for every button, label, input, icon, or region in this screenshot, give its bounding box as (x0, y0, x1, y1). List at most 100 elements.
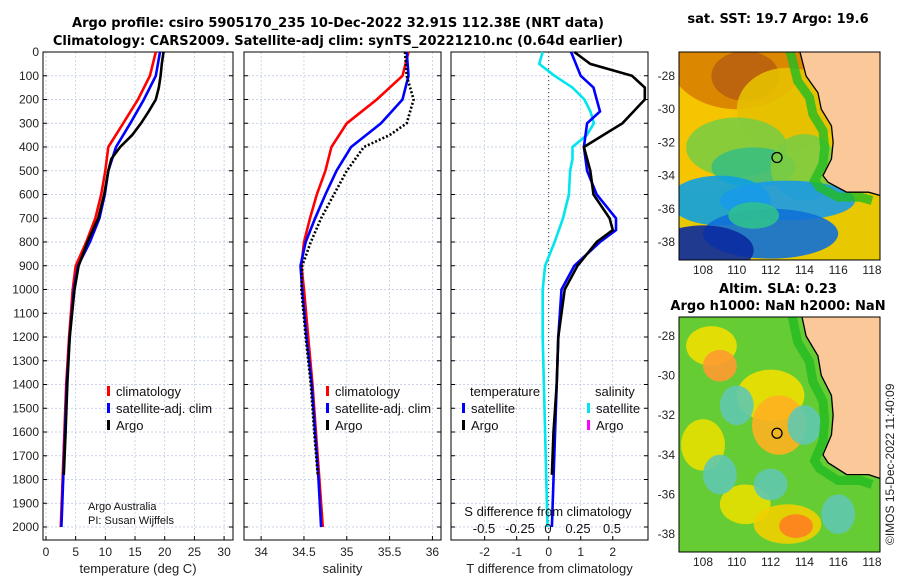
legend-label: satellite (596, 401, 640, 416)
map-field-patch (679, 225, 754, 260)
y-tick-label: 400 (19, 140, 39, 154)
legend-label: satellite-adj. clim (116, 401, 212, 416)
lon-tick-label: 118 (862, 263, 881, 277)
x-tick-label: 25 (188, 545, 202, 559)
lon-tick-label: 110 (727, 555, 746, 569)
x-tick-label: 0 (545, 545, 552, 559)
x-tick-label: 20 (158, 545, 172, 559)
map-image (679, 52, 880, 260)
lat-tick-label: -28 (658, 69, 676, 83)
sla-map: 108 110 112 114 116 118 -28 -30 -32 -34 -36 -38 Alti… (658, 282, 886, 569)
legend-label: Argo (471, 418, 498, 433)
legend-swatch (326, 403, 329, 413)
series-s-satellite (537, 51, 596, 528)
sst-map: 108 110 112 114 116 118 -28 -30 -32 -34 -36 -38 sat.… (658, 12, 882, 277)
x2-tick-label: 0.25 (565, 521, 590, 536)
argo-location-marker (771, 151, 783, 164)
map-field-patch (779, 514, 813, 538)
y-tick-label: 2000 (12, 520, 39, 534)
lon-tick-label: 118 (862, 555, 881, 569)
x-tick-label: 35.5 (378, 545, 402, 559)
x2-axis-label: S difference from climatology (464, 504, 632, 519)
lon-tick-label: 116 (829, 555, 848, 569)
lat-tick-label: -36 (658, 487, 676, 501)
x-tick-label: -2 (479, 545, 490, 559)
legend-title-salinity: salinity (595, 384, 635, 399)
lat-tick-label: -28 (658, 329, 676, 343)
x-tick-label: 34 (254, 545, 268, 559)
shelf-band (787, 317, 874, 489)
x-tick-label: 34.5 (292, 545, 316, 559)
map-field-patch (753, 468, 788, 501)
legend-label: satellite-adj. clim (335, 401, 431, 416)
map-field-patch (728, 202, 780, 229)
watermark: ©IMOS 15-Dec-2022 11:40:09 (883, 383, 897, 545)
credit-line2: PI: Susan Wijffels (88, 515, 174, 527)
lat-tick-label: -32 (658, 135, 676, 149)
map-field-patch (703, 349, 737, 382)
y-tick-label: 100 (19, 69, 39, 83)
lon-tick-label: 114 (795, 263, 814, 277)
x-tick-label: 30 (217, 545, 231, 559)
y-tick-label: 1500 (12, 401, 39, 415)
lat-tick-label: -34 (658, 448, 676, 462)
lat-tick-label: -30 (658, 102, 676, 116)
map-frame (678, 316, 881, 553)
legend-swatch (107, 386, 110, 396)
plot-frame (243, 51, 442, 541)
y-tick-label: 300 (19, 116, 39, 130)
x2-tick-label: -0.5 (473, 521, 495, 536)
x2-tick-label: -0.25 (505, 521, 535, 536)
map-image (679, 317, 880, 552)
lon-tick-label: 110 (727, 263, 746, 277)
salinity-panel: 34 34.5 35 35.5 36 salinity climatology satelli… (243, 51, 442, 576)
lon-tick-label: 108 (693, 263, 713, 277)
land (802, 317, 880, 479)
series-satellite-adj--clim (299, 51, 410, 528)
lat-tick-label: -38 (658, 235, 676, 249)
y-tick-label: 1100 (13, 306, 39, 320)
lon-tick-label: 116 (829, 263, 848, 277)
x2-tick-label: 0 (544, 521, 551, 536)
y-tick-label: 1200 (12, 330, 39, 344)
legend-swatch (587, 403, 590, 413)
series-argo (300, 51, 415, 475)
legend-label: climatology (116, 384, 182, 399)
argo-location-marker (771, 427, 783, 439)
legend-swatch (462, 403, 465, 413)
map-field-patch (821, 494, 856, 534)
legend-label: climatology (335, 384, 401, 399)
map-field-patch (752, 395, 807, 455)
x-tick-label: 0 (43, 545, 50, 559)
x-axis-label: T difference from climatology (466, 561, 633, 576)
legend-swatch (587, 420, 590, 430)
lat-tick-label: -32 (658, 408, 676, 422)
coastline (799, 52, 880, 197)
lat-tick-label: -38 (658, 527, 676, 541)
x2-tick-label: 0.5 (603, 521, 621, 536)
y-tick-label: 1800 (12, 473, 39, 487)
y-tick-label: 1700 (12, 449, 39, 463)
shelf-band (785, 52, 874, 205)
x-axis-label: temperature (deg C) (79, 561, 196, 576)
y-tick-label: 700 (19, 211, 39, 225)
legend-title-temperature: temperature (470, 384, 540, 399)
x-tick-label: 2 (609, 545, 616, 559)
legend-label: satellite (471, 401, 515, 416)
x-axis-label: salinity (323, 561, 363, 576)
x-tick-label: 10 (99, 545, 113, 559)
y-tick-label: 0 (32, 45, 39, 59)
legend-label: Argo (596, 418, 623, 433)
legend-swatch (326, 420, 329, 430)
title-line1: Argo profile: csiro 5905170_235 10-Dec-2… (72, 16, 604, 31)
y-tick-label: 900 (19, 259, 39, 273)
y-tick-label: 600 (19, 188, 39, 202)
plot-frame (42, 51, 234, 541)
y-tick-label: 500 (19, 164, 39, 178)
lat-tick-label: -30 (658, 369, 676, 383)
lon-tick-label: 112 (761, 555, 780, 569)
coastline (801, 317, 880, 480)
legend-swatch (107, 420, 110, 430)
map-field-patch (787, 405, 822, 445)
